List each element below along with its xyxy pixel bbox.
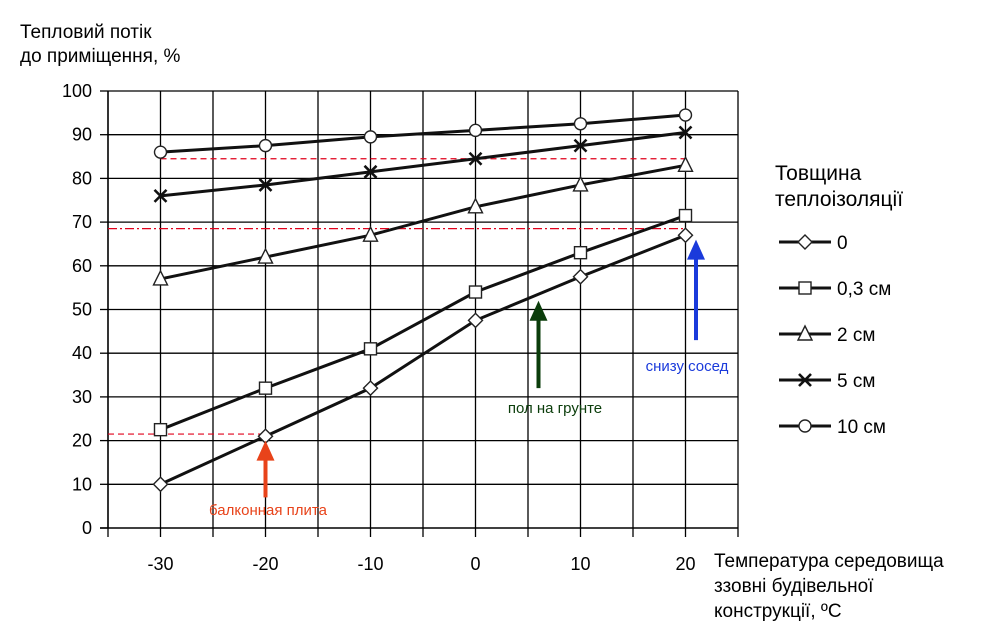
series-layer bbox=[152, 108, 694, 493]
legend-title: теплоізоляції bbox=[775, 188, 903, 211]
legend-item-3: 5 см bbox=[779, 371, 875, 392]
series-line bbox=[159, 214, 687, 432]
data-point bbox=[362, 380, 379, 397]
data-point bbox=[153, 422, 168, 437]
series-line bbox=[160, 131, 686, 198]
data-point bbox=[258, 381, 273, 395]
data-point bbox=[573, 117, 588, 131]
data-point bbox=[153, 145, 168, 159]
series-2 bbox=[152, 155, 694, 286]
series-line bbox=[160, 163, 686, 281]
data-point bbox=[572, 268, 589, 285]
legend-item-4: 10 см bbox=[779, 417, 886, 438]
annotation-2 bbox=[687, 239, 705, 341]
data-point bbox=[258, 138, 273, 153]
data-point bbox=[573, 138, 588, 153]
annotation-label: снизу сосед bbox=[646, 358, 729, 375]
y-tick-label: 100 bbox=[62, 81, 92, 101]
data-point bbox=[572, 175, 589, 192]
y-tick-label: 60 bbox=[72, 256, 92, 276]
annotation-label: балконная плита bbox=[209, 502, 328, 519]
series-4 bbox=[153, 108, 693, 159]
data-point bbox=[468, 151, 483, 166]
data-point bbox=[467, 312, 484, 329]
annotation-arrow-head bbox=[687, 239, 705, 260]
data-point bbox=[678, 208, 693, 223]
x-axis-title: конструкції, ºC bbox=[714, 601, 842, 622]
y-tick-label: 80 bbox=[72, 168, 92, 188]
data-point bbox=[363, 130, 378, 144]
legend-title: Товщина bbox=[775, 162, 862, 185]
y-axis-title: до приміщення, % bbox=[20, 46, 181, 67]
y-tick-label: 0 bbox=[82, 518, 92, 538]
data-point bbox=[363, 164, 378, 179]
data-point bbox=[468, 123, 483, 138]
annotation-arrow-head bbox=[529, 300, 548, 321]
data-point bbox=[678, 125, 693, 140]
y-tick-label: 30 bbox=[72, 387, 92, 407]
data-point bbox=[677, 227, 694, 244]
legend-item-0: 0 bbox=[779, 233, 848, 254]
y-tick-label: 20 bbox=[72, 431, 92, 451]
data-point bbox=[152, 476, 169, 493]
data-point bbox=[677, 155, 694, 172]
annotation-1 bbox=[529, 300, 548, 389]
legend-item-2: 2 см bbox=[779, 324, 875, 346]
data-point bbox=[362, 225, 379, 242]
data-point bbox=[467, 197, 484, 214]
data-point bbox=[257, 247, 274, 264]
legend-item-1: 0,3 см bbox=[779, 279, 891, 300]
legend-label: 0 bbox=[837, 233, 848, 254]
data-point bbox=[153, 188, 168, 203]
series-line bbox=[160, 113, 686, 154]
legend-label: 0,3 см bbox=[837, 279, 891, 300]
axes bbox=[100, 90, 739, 537]
x-axis-title: ззовні будівельної bbox=[714, 576, 874, 597]
series-0 bbox=[152, 227, 694, 493]
data-point bbox=[678, 108, 693, 122]
annotation-label: пол на грунте bbox=[508, 400, 602, 417]
legend-marker bbox=[798, 281, 812, 295]
legend: Товщина теплоізоляції 0 0,3 см 2 см 5 см 10 см bbox=[775, 162, 903, 438]
series-1 bbox=[153, 208, 693, 437]
y-tick-label: 90 bbox=[72, 125, 92, 145]
legend-marker bbox=[796, 324, 814, 341]
labels: 0 10 20 30 40 50 60 70 80 90 100 -30 -20 -10 0 10 20 Тепл… bbox=[20, 22, 944, 622]
y-tick-label: 50 bbox=[72, 300, 92, 320]
series-line bbox=[159, 233, 687, 486]
x-axis-title: Температура середовища bbox=[714, 551, 944, 572]
data-point bbox=[468, 285, 483, 299]
y-tick-label: 70 bbox=[72, 212, 92, 232]
reference-lines bbox=[108, 158, 686, 435]
data-point bbox=[258, 178, 273, 192]
y-axis-title: Тепловий потік bbox=[20, 22, 152, 43]
annotation-0 bbox=[256, 440, 275, 498]
legend-marker bbox=[798, 419, 812, 433]
series-3 bbox=[153, 125, 693, 203]
legend-label: 2 см bbox=[837, 325, 875, 346]
legend-marker bbox=[797, 234, 813, 250]
x-tick-label: 10 bbox=[570, 554, 590, 574]
x-tick-label: 20 bbox=[675, 554, 695, 574]
data-point bbox=[573, 245, 588, 260]
legend-label: 10 см bbox=[837, 417, 886, 438]
annotation-arrow-head bbox=[256, 440, 275, 461]
legend-marker bbox=[798, 373, 812, 387]
grid bbox=[108, 90, 738, 528]
legend-label: 5 см bbox=[837, 371, 875, 392]
annotations: балконная плита пол на грунте снизу сосед bbox=[209, 239, 729, 519]
data-point bbox=[363, 342, 378, 356]
x-tick-label: -30 bbox=[147, 554, 173, 574]
x-tick-label: -10 bbox=[357, 554, 383, 574]
x-tick-label: -20 bbox=[252, 554, 278, 574]
y-tick-label: 10 bbox=[72, 474, 92, 494]
y-tick-label: 40 bbox=[72, 343, 92, 363]
data-point bbox=[152, 269, 169, 286]
x-tick-label: 0 bbox=[470, 554, 480, 574]
